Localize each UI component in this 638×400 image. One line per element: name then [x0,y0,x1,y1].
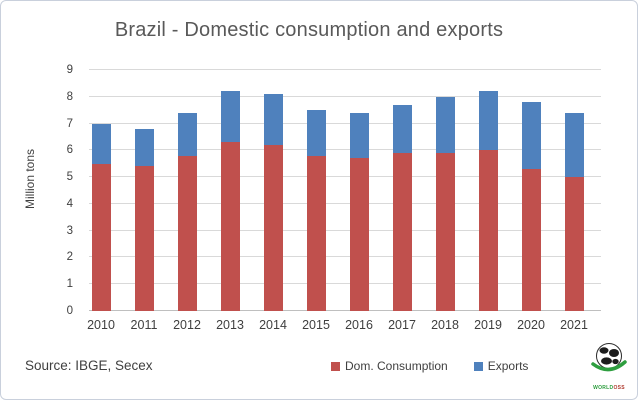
bar-2015-dom-consumption [306,155,326,311]
x-label-2010: 2010 [87,318,115,332]
gridline-0 [89,310,601,311]
x-axis-labels: 2010 2011 2012 2013 2014 2015 2016 2017 2018 2019… [87,318,601,334]
x-label-2017: 2017 [388,318,416,332]
legend-swatch-dom-consumption [331,361,340,371]
bar-2017-exports [392,104,412,153]
y-tick-1: 1 [66,278,73,291]
bar-2012-dom-consumption [177,155,197,311]
bar-2010-exports [91,123,111,164]
x-label-2016: 2016 [345,318,373,332]
bar-2016-exports [349,112,369,159]
x-label-2020: 2020 [517,318,545,332]
y-tick-4: 4 [66,197,73,210]
bar-2019-dom-consumption [478,150,498,311]
gridline-3 [89,229,601,231]
legend-label-dom-consumption: Dom. Consumption [345,359,448,373]
y-tick-8: 8 [66,90,73,103]
y-tick-5: 5 [66,171,73,184]
bar-2014-exports [263,94,283,145]
bar-2018-exports [435,96,455,153]
bar-2011-exports [134,128,154,167]
bar-2020-dom-consumption [521,169,541,311]
y-axis-ticks: 0 1 2 3 4 5 6 7 8 9 [51,64,79,317]
x-label-2011: 2011 [130,318,158,332]
chart-title: Brazil - Domestic consumption and export… [114,19,504,41]
legend: Dom. Consumption Exports [331,359,528,373]
y-tick-7: 7 [66,117,73,130]
x-label-2018: 2018 [431,318,459,332]
legend-label-exports: Exports [487,359,529,373]
gridline-8 [89,95,601,97]
y-tick-2: 2 [66,251,73,264]
legend-item-exports: Exports [473,359,529,373]
bar-2021-dom-consumption [564,177,584,311]
legend-swatch-exports [473,361,483,371]
plot-area [89,69,601,311]
gridline-2 [89,256,601,258]
bar-2019-exports [478,91,498,151]
bar-2012-exports [177,112,197,156]
bar-2016-dom-consumption [349,158,369,311]
bar-2010-dom-consumption [91,163,111,311]
publisher-logo: WORLDOSS [585,340,633,391]
gridline-9 [89,69,601,70]
source-note: Source: IBGE, Secex [25,358,153,373]
x-label-2021: 2021 [560,318,588,332]
bar-2018-dom-consumption [435,153,455,311]
gridline-6 [89,149,601,151]
y-tick-0: 0 [66,305,73,317]
gridline-4 [89,202,601,204]
bar-2015-exports [306,110,326,156]
globe-icon [591,343,627,372]
y-tick-9: 9 [66,64,73,76]
x-label-2012: 2012 [173,318,201,332]
bar-2013-dom-consumption [220,142,240,311]
bar-2020-exports [521,102,541,170]
bar-2017-dom-consumption [392,153,412,311]
legend-item-dom-consumption: Dom. Consumption [331,359,448,373]
bar-2013-exports [220,91,240,143]
x-label-2013: 2013 [216,318,244,332]
x-label-2019: 2019 [474,318,502,332]
bar-2011-dom-consumption [134,166,154,311]
logo-text: WORLDOSS [593,385,625,391]
y-tick-3: 3 [66,224,73,237]
gridline-7 [89,122,601,124]
bar-2021-exports [564,112,584,178]
gridline-1 [89,283,601,285]
bar-2014-dom-consumption [263,145,283,311]
x-label-2014: 2014 [259,318,287,332]
gridline-5 [89,176,601,178]
y-axis-label: Million tons [23,148,37,209]
y-tick-6: 6 [66,144,73,157]
x-label-2015: 2015 [302,318,330,332]
